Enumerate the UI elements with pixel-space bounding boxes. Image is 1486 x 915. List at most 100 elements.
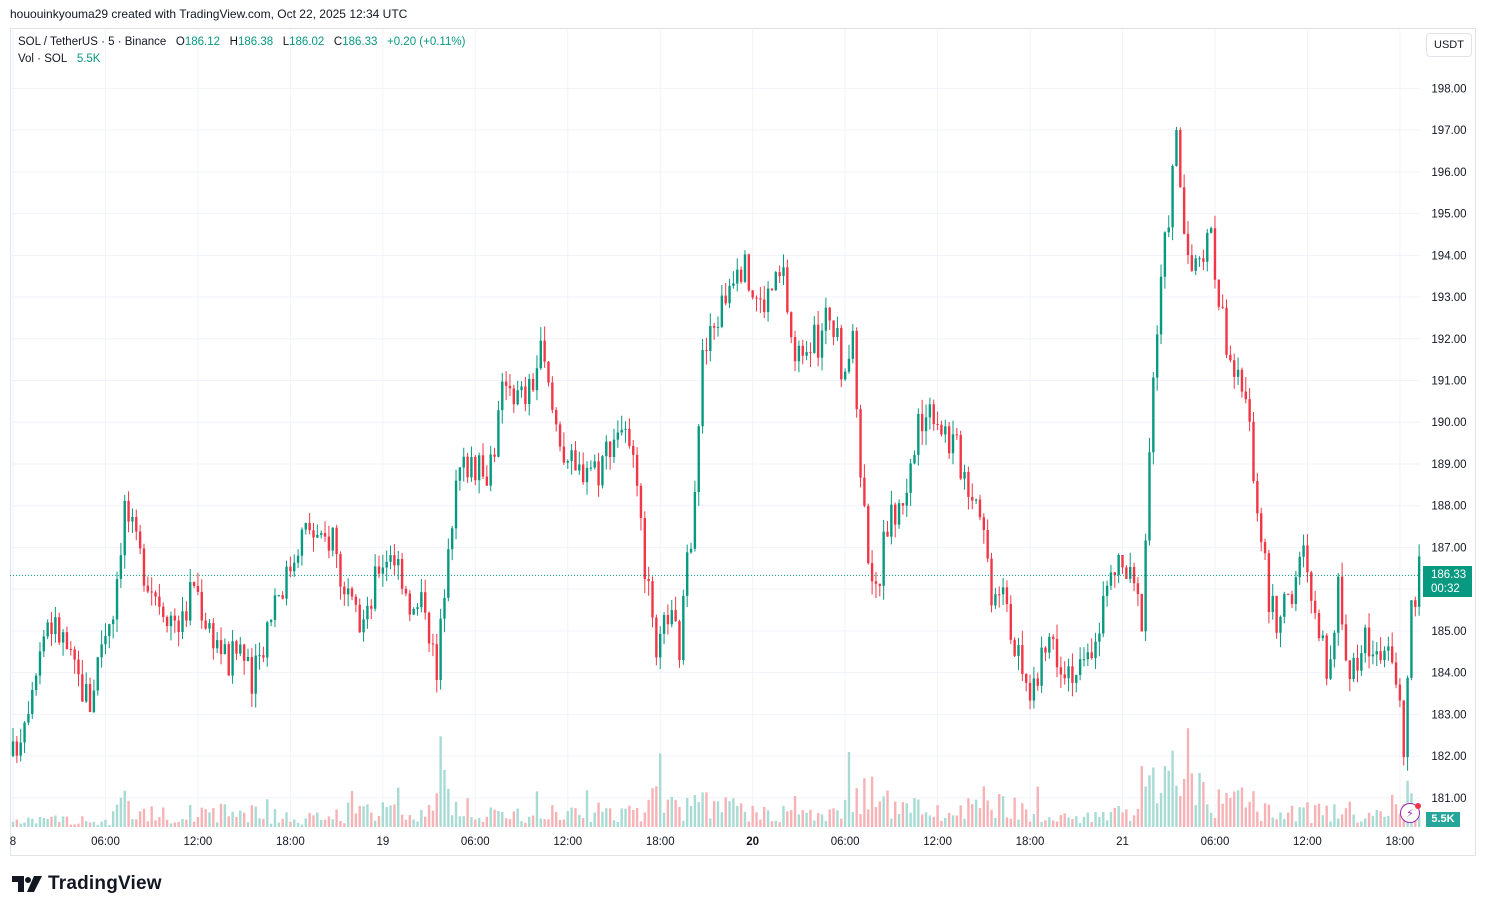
volume-bar — [685, 798, 689, 827]
candle-body — [470, 456, 473, 478]
volume-bar — [535, 791, 539, 827]
candle-body — [1317, 613, 1321, 639]
volume-bar — [1360, 821, 1363, 827]
candle-body — [1310, 572, 1313, 601]
candle-body — [936, 424, 939, 426]
volume-bar — [358, 805, 361, 827]
volume-bar — [913, 798, 916, 827]
candle-body — [624, 428, 627, 430]
volume-bar — [1040, 822, 1043, 827]
candle-body — [289, 566, 292, 572]
volume-bar — [528, 816, 531, 827]
volume-bar — [1306, 802, 1309, 827]
time-axis[interactable]: 8 06:00 12:00 18:00 19 06:00 12:00 18:00 20 06:00… — [10, 836, 1486, 848]
volume-bar — [96, 824, 99, 827]
candle-body — [397, 558, 400, 566]
candle-body — [635, 454, 639, 486]
candle-body — [177, 620, 180, 633]
volume-bar — [470, 817, 473, 827]
volume-bar — [23, 822, 26, 827]
candle-body — [38, 651, 42, 676]
volume-bar — [266, 799, 269, 827]
volume-bar — [504, 818, 508, 827]
volume-bar — [917, 799, 920, 827]
legend-volume-row: Vol · SOL 5.5K — [18, 51, 465, 68]
time-tick-label: 06:00 — [461, 836, 490, 848]
volume-bar — [551, 805, 554, 827]
volume-bar — [1217, 789, 1221, 827]
volume-bar — [940, 820, 943, 827]
volume-bar — [34, 823, 38, 827]
volume-bar — [1252, 791, 1255, 827]
legend-volume-label[interactable]: Vol · SOL — [18, 53, 68, 65]
volume-bar — [1390, 794, 1394, 827]
volume-bar — [108, 825, 111, 827]
candle-body — [1171, 166, 1174, 228]
candle-body — [755, 297, 758, 299]
candle-body — [1206, 232, 1209, 262]
candle-body — [200, 591, 203, 621]
volume-bar — [204, 809, 207, 827]
volume-bar — [377, 815, 381, 827]
volume-bar — [1198, 772, 1201, 827]
candle-body — [173, 615, 177, 621]
candle-body — [1182, 187, 1186, 234]
volume-bar — [782, 805, 785, 827]
candle-body — [1333, 632, 1336, 660]
currency-button[interactable]: USDT — [1426, 33, 1472, 57]
price-tick-label: 183.00 — [1431, 709, 1466, 721]
candle-body — [420, 592, 423, 608]
candle-body — [427, 612, 431, 644]
candle-body — [185, 611, 188, 621]
candle-body — [786, 267, 789, 313]
price-tick-label: 188.00 — [1431, 501, 1466, 513]
volume-bar — [150, 806, 153, 827]
volume-bar — [1148, 775, 1151, 827]
volume-bar — [1175, 785, 1178, 827]
candle-body — [27, 713, 30, 723]
candle-body — [1283, 593, 1286, 617]
candle-body — [389, 555, 392, 562]
chart-frame[interactable] — [10, 28, 1476, 856]
volume-bar — [1105, 820, 1109, 827]
volume-bar — [978, 808, 982, 827]
volume-bar — [81, 816, 84, 827]
price-tick-label: 192.00 — [1431, 334, 1466, 346]
legend-symbol[interactable]: SOL / TetherUS · 5 · Binance — [18, 36, 167, 48]
candle-body — [477, 455, 481, 481]
volume-bar — [69, 824, 72, 827]
volume-bar — [1290, 805, 1294, 827]
candle-body — [1383, 650, 1386, 661]
candle-body — [890, 504, 893, 537]
volume-bar — [362, 806, 365, 827]
candle-body — [34, 675, 38, 690]
volume-bar — [1337, 818, 1340, 827]
volume-bar — [724, 797, 727, 827]
candle-body — [978, 499, 982, 518]
price-axis[interactable]: 181.00182.00183.00184.00185.00186.00187.… — [1431, 83, 1466, 804]
candle-body — [416, 607, 419, 610]
candle-body — [701, 350, 704, 427]
candle-body — [670, 610, 673, 625]
candle-body — [493, 454, 496, 457]
candle-body — [1236, 369, 1240, 377]
candle-body — [1186, 233, 1190, 256]
candle-body — [262, 655, 265, 658]
candle-body — [913, 454, 916, 464]
candle-body — [597, 461, 600, 486]
candle-body — [720, 295, 724, 327]
candle-body — [874, 581, 878, 584]
volume-bar — [840, 818, 843, 827]
tradingview-logo[interactable]: TradingView — [12, 873, 162, 895]
volume-bar — [319, 819, 323, 827]
candle-body — [508, 385, 512, 389]
candle-body — [655, 617, 658, 658]
volume-bar — [666, 799, 670, 827]
candle-body — [1225, 307, 1228, 355]
volume-bar — [1367, 812, 1371, 827]
volume-bar — [1221, 803, 1224, 827]
last-price-value: 186.33 — [1431, 569, 1467, 581]
volume-bar — [162, 807, 165, 827]
candle-body — [1375, 651, 1378, 655]
